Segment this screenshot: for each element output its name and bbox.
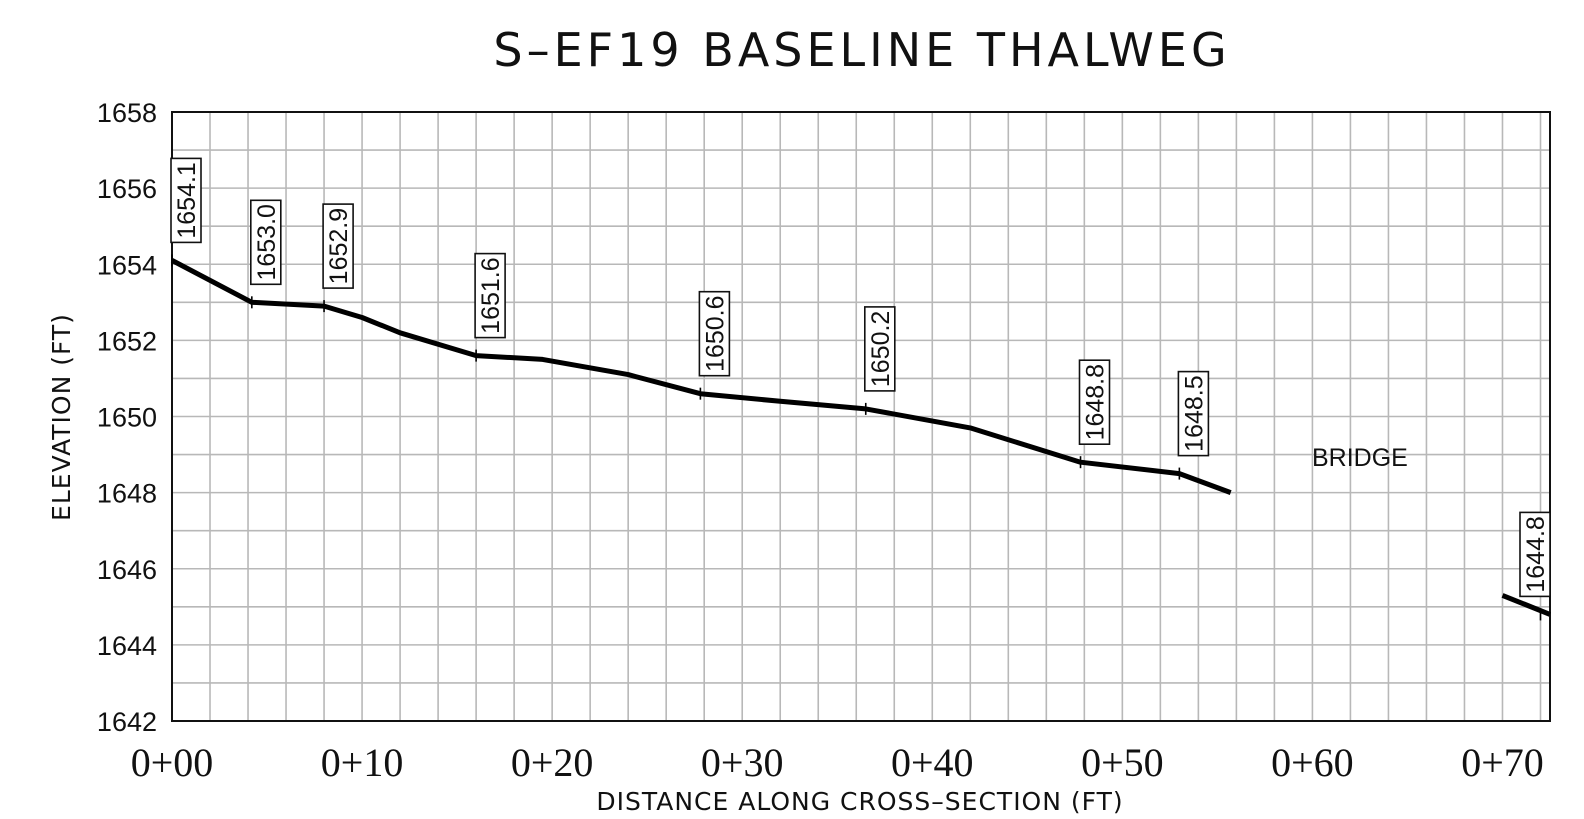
data-label-text: 1650.6 xyxy=(701,295,729,371)
data-label-box xyxy=(170,157,202,244)
data-label: 1654.1 xyxy=(170,157,202,244)
thalweg-line-upstream xyxy=(170,258,1232,495)
data-label-text: 1652.9 xyxy=(325,208,353,284)
x-axis-ticks: 0+00 0+10 0+20 0+30 0+40 0+50 0+60 0+70 xyxy=(131,740,1544,785)
x-tick-label: 0+30 xyxy=(701,740,784,785)
x-tick-label: 0+50 xyxy=(1081,740,1164,785)
data-label-text: 1644.8 xyxy=(1522,516,1550,592)
y-tick-label: 1646 xyxy=(97,555,157,585)
x-axis-label: DISTANCE ALONG CROSS–SECTION (FT) xyxy=(596,787,1123,816)
y-tick-label: 1654 xyxy=(97,250,157,280)
data-labels: 1654.1 1653.0 1652.9 1651.6 1650.6 1650.2 1648… xyxy=(170,157,1551,621)
y-tick-label: 1644 xyxy=(97,631,157,661)
x-tick-label: 0+40 xyxy=(891,740,974,785)
data-label-box xyxy=(474,252,506,339)
y-tick-label: 1642 xyxy=(97,707,157,737)
x-tick-label: 0+60 xyxy=(1271,740,1354,785)
y-tick-label: 1652 xyxy=(97,326,157,356)
data-label: 1648.5 xyxy=(1177,370,1210,457)
data-label-text: 1648.5 xyxy=(1180,375,1208,451)
x-tick-label: 0+70 xyxy=(1461,740,1544,785)
data-label-box xyxy=(698,290,731,377)
x-tick-label: 0+10 xyxy=(321,740,404,785)
chart-title: S–EF19 BASELINE THALWEG xyxy=(493,23,1230,77)
y-tick-label: 1658 xyxy=(97,98,157,128)
data-label-text: 1653.0 xyxy=(253,204,281,280)
data-label-box xyxy=(1519,511,1551,598)
data-label-text: 1651.6 xyxy=(477,257,505,333)
bridge-annotation: BRIDGE xyxy=(1312,444,1408,472)
data-label: 1652.9 xyxy=(322,203,354,289)
data-label-box xyxy=(1078,359,1111,446)
y-axis-label: ELEVATION (FT) xyxy=(47,313,76,521)
grid xyxy=(171,111,1550,722)
plot-frame xyxy=(171,111,1551,722)
y-tick-label: 1656 xyxy=(97,174,157,204)
data-label-box xyxy=(249,199,282,286)
data-label-box xyxy=(1177,370,1210,457)
annotations: BRIDGE xyxy=(1312,444,1408,472)
data-label: 1653.0 xyxy=(249,199,282,286)
data-label-box xyxy=(863,306,896,392)
data-label: 1651.6 xyxy=(474,252,506,339)
y-axis-ticks: 1642 1644 1646 1648 1650 1652 1654 1656 1658 xyxy=(97,98,157,737)
y-tick-label: 1650 xyxy=(97,403,157,433)
y-tick-label: 1648 xyxy=(97,479,157,509)
data-label: 1650.2 xyxy=(863,306,896,392)
data-label-text: 1650.2 xyxy=(867,311,895,387)
x-tick-label: 0+20 xyxy=(511,740,594,785)
x-tick-label: 0+00 xyxy=(131,740,214,785)
data-label: 1650.6 xyxy=(698,290,731,377)
data-label: 1648.8 xyxy=(1078,359,1111,446)
data-label-text: 1654.1 xyxy=(173,162,201,238)
data-label: 1644.8 xyxy=(1519,511,1551,598)
thalweg-line-downstream xyxy=(1501,593,1551,617)
series-group xyxy=(170,258,1551,617)
data-label-box xyxy=(322,203,354,289)
data-label-text: 1648.8 xyxy=(1082,364,1110,440)
